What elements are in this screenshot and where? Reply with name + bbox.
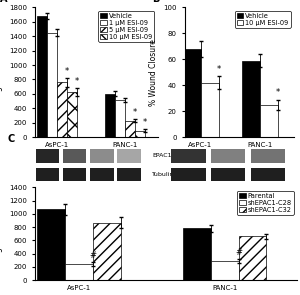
Bar [239,237,266,280]
Bar [57,82,67,137]
Bar [67,92,77,137]
Bar [260,105,278,137]
Bar [211,149,245,163]
Text: *: * [133,108,137,117]
Bar [183,228,211,280]
Text: EPAC1: EPAC1 [152,153,172,158]
Legend: Parental, shEPAC1-C28, shEPAC1-C32: Parental, shEPAC1-C28, shEPAC1-C32 [237,191,294,215]
Bar [251,149,285,163]
Bar [37,209,65,280]
Bar [171,149,206,163]
Text: Tubulin: Tubulin [152,172,175,177]
Bar [115,100,125,137]
Y-axis label: % Wound Closure: % Wound Closure [149,39,158,106]
Text: *: * [143,118,147,127]
Text: A: A [0,0,8,4]
Bar [105,94,115,137]
Bar [36,168,59,181]
Bar [93,222,121,280]
Bar [65,264,93,280]
Bar [200,83,219,137]
Bar [63,149,86,163]
Legend: Vehicle, 10 μM ESI-09: Vehicle, 10 μM ESI-09 [235,11,291,28]
Bar [171,168,206,181]
Text: B: B [152,0,159,4]
Bar [37,16,47,137]
Text: *: * [75,77,79,86]
Text: #: # [89,251,96,260]
Bar [36,149,59,163]
Bar [211,261,239,280]
Bar [90,149,113,163]
Y-axis label: Migrated Cells: Migrated Cells [0,206,3,261]
Bar [135,131,145,137]
Text: *: * [65,67,69,76]
Bar [90,168,113,181]
Text: C: C [8,134,15,144]
Legend: Vehicle, 1 μM ESI-09, 5 μM ESI-09, 10 μM ESI-09: Vehicle, 1 μM ESI-09, 5 μM ESI-09, 10 μM… [98,11,154,42]
Bar [63,168,86,181]
Bar [251,168,285,181]
Text: #: # [235,248,242,257]
Bar [117,168,141,181]
Bar [182,49,200,137]
Bar [211,168,245,181]
Bar [125,121,135,137]
Bar [117,149,141,163]
Bar [47,33,57,137]
Text: *: * [276,88,280,97]
Text: *: * [217,65,221,73]
Bar [242,60,260,137]
Y-axis label: Migrated Cells: Migrated Cells [0,45,3,100]
